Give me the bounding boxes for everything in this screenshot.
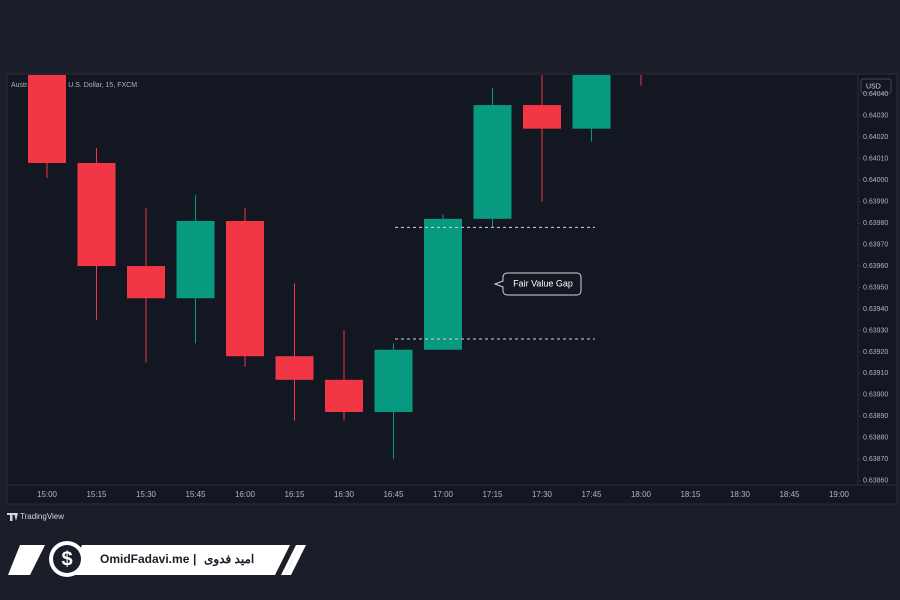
x-tick-label: 17:30: [532, 490, 553, 499]
y-tick-label: 0.63920: [863, 349, 888, 356]
candle-body: [275, 356, 314, 380]
y-tick-label: 0.63970: [863, 241, 888, 248]
x-tick-label: 16:15: [284, 490, 305, 499]
candle-body: [176, 220, 215, 299]
site: OmidFadavi.me: [100, 552, 190, 566]
candle-body: [473, 105, 512, 219]
y-tick-label: 0.63960: [863, 263, 888, 270]
y-tick-label: 0.64040: [863, 91, 888, 98]
y-tick-label: 0.64030: [863, 113, 888, 120]
y-tick-label: 0.63930: [863, 327, 888, 334]
banner-pill: [70, 545, 300, 575]
banner-cut: [275, 545, 296, 575]
candle-body: [424, 218, 462, 350]
y-tick-label: 0.63890: [863, 413, 888, 420]
x-tick-label: 17:45: [581, 490, 602, 499]
x-tick-label: 15:00: [37, 490, 58, 499]
label-box: [493, 272, 582, 296]
x-tick-label: 18:00: [631, 490, 652, 499]
icon-circle: [53, 545, 81, 573]
y-tick-label: 0.63980: [863, 220, 888, 227]
banner-stripe: [8, 545, 45, 575]
x-tick-label: 17:00: [433, 490, 454, 499]
separator: |: [193, 552, 196, 566]
x-tick-label: 16:30: [334, 490, 355, 499]
x-tick-label: 18:15: [680, 490, 701, 499]
y-tick-label: 0.63950: [863, 284, 888, 291]
y-tick-label: 0.64010: [863, 156, 888, 163]
axes: 0.63860 0.63870 0.63880 0.63890 0.63900 0.639…: [37, 91, 888, 499]
y-tick-label: 0.64000: [863, 177, 888, 184]
y-tick-label: 0.63940: [863, 306, 888, 313]
y-tick-label: 0.63880: [863, 435, 888, 442]
candle-body: [374, 349, 413, 413]
candle-body: [127, 266, 165, 299]
icon: $: [61, 548, 72, 570]
y-tick-label: 0.64020: [863, 134, 888, 141]
y-tick-label: 0.63990: [863, 198, 888, 205]
candle-body: [77, 163, 116, 267]
plot-area: [28, 75, 642, 460]
candle-body: [572, 75, 611, 129]
x-tick-label: 15:30: [136, 490, 157, 499]
gap-label: Fair Value Gap: [513, 278, 573, 288]
x-tick-label: 15:15: [86, 490, 107, 499]
x-tick-label: 16:45: [383, 490, 404, 499]
candle-body: [226, 220, 264, 357]
y-tick-label: 0.63870: [863, 456, 888, 463]
platform: TradingView: [20, 512, 64, 521]
author: امید فدوی: [204, 552, 254, 567]
x-tick-label: 17:15: [482, 490, 503, 499]
platform-logo: [7, 513, 18, 521]
candle-body: [28, 75, 66, 164]
candle-body: [523, 105, 561, 129]
currency: USD: [866, 83, 881, 90]
candle-body: [325, 379, 363, 413]
x-tick-label: 18:45: [779, 490, 800, 499]
y-tick-label: 0.63860: [863, 478, 888, 485]
x-tick-label: 15:45: [185, 490, 206, 499]
x-tick-label: 19:00: [829, 490, 850, 499]
banner-stripe: [285, 545, 306, 575]
y-tick-label: 0.63900: [863, 392, 888, 399]
chart-title: Australian Dollar / U.S. Dollar, 15, FXC…: [11, 82, 137, 89]
currency-badge: [860, 78, 892, 94]
x-tick-label: 18:30: [730, 490, 751, 499]
x-tick-label: 16:00: [235, 490, 256, 499]
y-tick-label: 0.63910: [863, 370, 888, 377]
